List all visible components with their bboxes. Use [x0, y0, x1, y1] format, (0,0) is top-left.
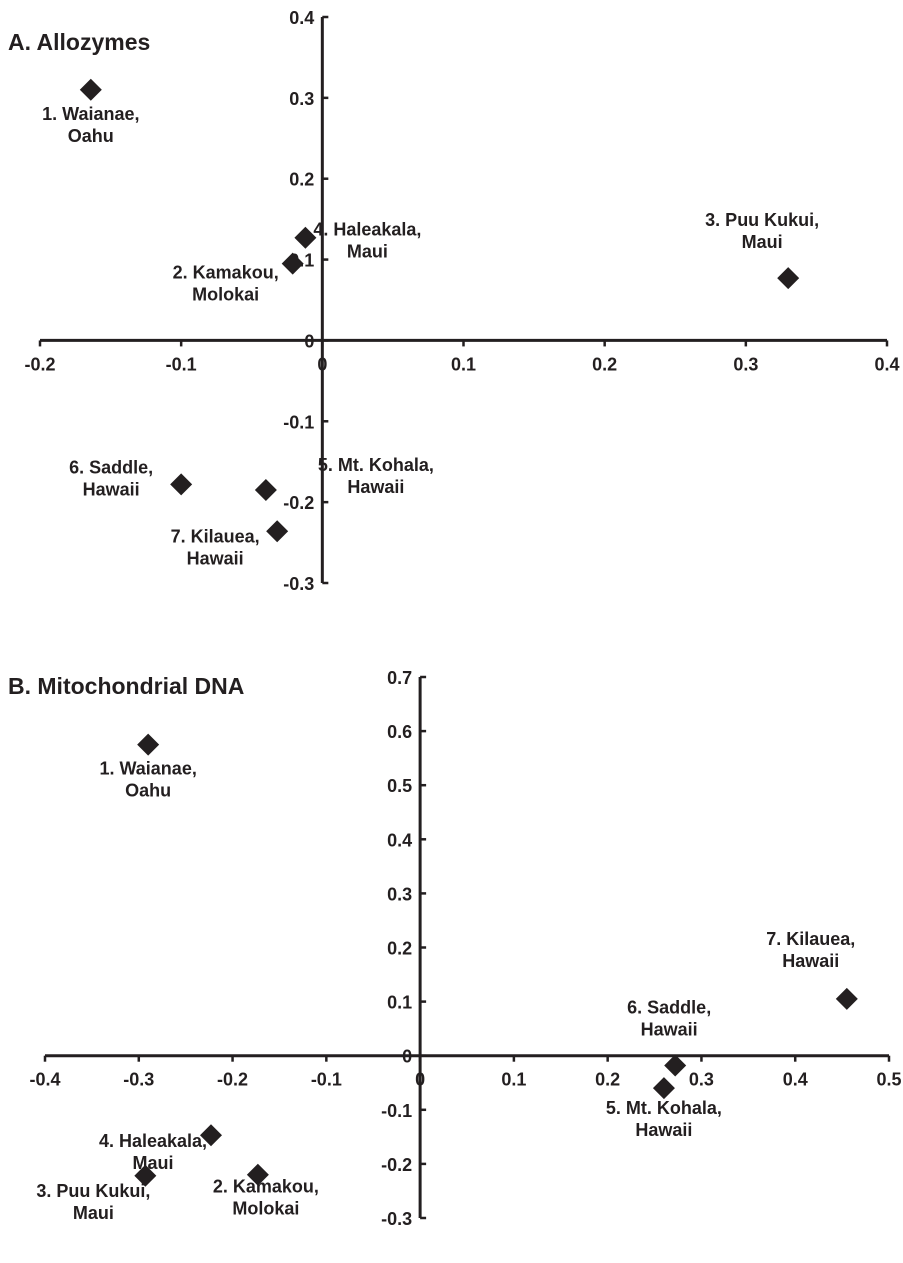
- data-point-label-line: 4. Haleakala,: [313, 220, 421, 240]
- data-point-label-line: 2. Kamakou,: [213, 1177, 319, 1197]
- data-point-diamond: [777, 267, 800, 290]
- data-point-label: 6. Saddle, Hawaii: [627, 997, 711, 1039]
- y-tick-label: 0.4: [387, 830, 412, 850]
- x-tick-label: 0: [317, 354, 327, 374]
- x-tick-label: -0.4: [29, 1070, 60, 1090]
- data-point-label-line: 4. Haleakala,: [99, 1131, 207, 1151]
- y-tick-label: 0: [304, 331, 314, 351]
- y-tick-label: 0.3: [387, 884, 412, 904]
- data-point-label-line: Maui: [73, 1203, 114, 1223]
- data-point-label-line: 3. Puu Kukui,: [36, 1181, 150, 1201]
- y-tick-label: 0.6: [387, 722, 412, 742]
- data-point-label: 4. Haleakala, Maui: [313, 220, 421, 262]
- x-tick-label: 0.5: [876, 1070, 901, 1090]
- data-point-label: 7. Kilauea, Hawaii: [766, 929, 855, 971]
- data-point-diamond: [199, 1124, 222, 1147]
- data-point-label-line: Oahu: [68, 126, 114, 146]
- data-point-label-line: Maui: [132, 1153, 173, 1173]
- x-tick-label: -0.1: [311, 1070, 342, 1090]
- y-tick-label: 0.2: [289, 170, 314, 190]
- data-point-diamond: [664, 1054, 687, 1077]
- x-tick-label: -0.3: [123, 1070, 154, 1090]
- data-point-label-line: 1. Waianae,: [99, 759, 196, 779]
- y-tick-label: -0.2: [381, 1155, 412, 1175]
- data-point-label-line: Maui: [347, 242, 388, 262]
- data-point-diamond: [137, 733, 160, 756]
- y-tick-label: -0.3: [381, 1209, 412, 1229]
- data-point-label: 6. Saddle, Hawaii: [69, 457, 153, 499]
- data-point-label: 2. Kamakou, Molokai: [173, 263, 279, 305]
- x-tick-label: 0.1: [501, 1070, 526, 1090]
- y-tick-label: 0.7: [387, 668, 412, 688]
- data-point-label: 1. Waianae, Oahu: [99, 759, 196, 801]
- x-tick-label: 0.3: [733, 354, 758, 374]
- data-point-label: 2. Kamakou, Molokai: [213, 1177, 319, 1219]
- y-tick-label: 0.3: [289, 89, 314, 109]
- allozymes-panel: A. Allozymes -0.2 -0.1 0 0.1 0.2 0.3 0.4 0.4 0.3…: [8, 8, 900, 594]
- y-tick-label: -0.2: [283, 493, 314, 513]
- x-tick-label: -0.2: [217, 1070, 248, 1090]
- data-point-diamond: [281, 252, 304, 275]
- data-point-label-line: 1. Waianae,: [42, 104, 139, 124]
- y-tick-label: -0.3: [283, 574, 314, 594]
- data-point-label: 3. Puu Kukui, Maui: [705, 210, 819, 252]
- data-point-label-line: Hawaii: [641, 1019, 698, 1039]
- data-point-diamond: [266, 520, 289, 543]
- x-tick-label: 0.4: [783, 1070, 808, 1090]
- data-point-diamond: [835, 987, 858, 1010]
- panel-title-allozymes: A. Allozymes: [8, 29, 150, 55]
- y-tick-label: 0.1: [387, 993, 412, 1013]
- x-tick-label: 0.2: [595, 1070, 620, 1090]
- data-point-label-line: 5. Mt. Kohala,: [318, 455, 434, 475]
- data-point-label: 4. Haleakala, Maui: [99, 1131, 207, 1173]
- data-point-label-line: Hawaii: [187, 548, 244, 568]
- data-point-diamond: [79, 78, 102, 101]
- data-point-label: 1. Waianae, Oahu: [42, 104, 139, 146]
- x-tick-label: 0.2: [592, 354, 617, 374]
- data-point-label-line: 3. Puu Kukui,: [705, 210, 819, 230]
- data-point-diamond: [652, 1077, 675, 1100]
- data-point-label-line: Hawaii: [83, 479, 140, 499]
- data-point-label: 7. Kilauea, Hawaii: [171, 526, 260, 568]
- data-point-label-line: 5. Mt. Kohala,: [606, 1098, 722, 1118]
- x-tick-label: 0.4: [874, 354, 899, 374]
- data-point-label: 3. Puu Kukui, Maui: [36, 1181, 150, 1223]
- data-point-label: 5. Mt. Kohala, Hawaii: [318, 455, 434, 497]
- y-tick-label: 0.5: [387, 776, 412, 796]
- x-tick-label: 0.3: [689, 1070, 714, 1090]
- x-tick-label: 0.1: [451, 354, 476, 374]
- data-point-label-line: Maui: [742, 232, 783, 252]
- mitochondrial-dna-panel: B. Mitochondrial DNA -0.4 -0.3 -0.2 -0.1 0 0.…: [8, 668, 902, 1229]
- x-tick-label: -0.2: [24, 354, 55, 374]
- data-point-label-line: Oahu: [125, 781, 171, 801]
- data-point-label-line: Molokai: [232, 1199, 299, 1219]
- data-point-label-line: 6. Saddle,: [627, 997, 711, 1017]
- data-point-diamond: [170, 473, 193, 496]
- y-tick-label: 0.2: [387, 939, 412, 959]
- y-tick-label: -0.1: [381, 1101, 412, 1121]
- y-tick-label: 0.4: [289, 8, 314, 28]
- data-point-label-line: Molokai: [192, 285, 259, 305]
- data-point-label-line: 7. Kilauea,: [171, 526, 260, 546]
- data-point-label-line: 7. Kilauea,: [766, 929, 855, 949]
- x-tick-label: 0: [415, 1070, 425, 1090]
- data-point-label-line: 6. Saddle,: [69, 457, 153, 477]
- data-point-diamond: [134, 1164, 157, 1187]
- data-point-label-line: 2. Kamakou,: [173, 263, 279, 283]
- y-tick-label: 0: [402, 1047, 412, 1067]
- data-point-label-line: Hawaii: [347, 477, 404, 497]
- x-tick-label: -0.1: [166, 354, 197, 374]
- data-point-diamond: [254, 479, 277, 502]
- data-point-diamond: [246, 1163, 269, 1186]
- data-point-label-line: Hawaii: [782, 951, 839, 971]
- panel-title-mitochondrial-dna: B. Mitochondrial DNA: [8, 673, 244, 699]
- data-point-diamond: [294, 226, 317, 249]
- data-point-label-line: Hawaii: [635, 1120, 692, 1140]
- y-tick-label: -0.1: [283, 412, 314, 432]
- data-point-label: 5. Mt. Kohala, Hawaii: [606, 1098, 722, 1140]
